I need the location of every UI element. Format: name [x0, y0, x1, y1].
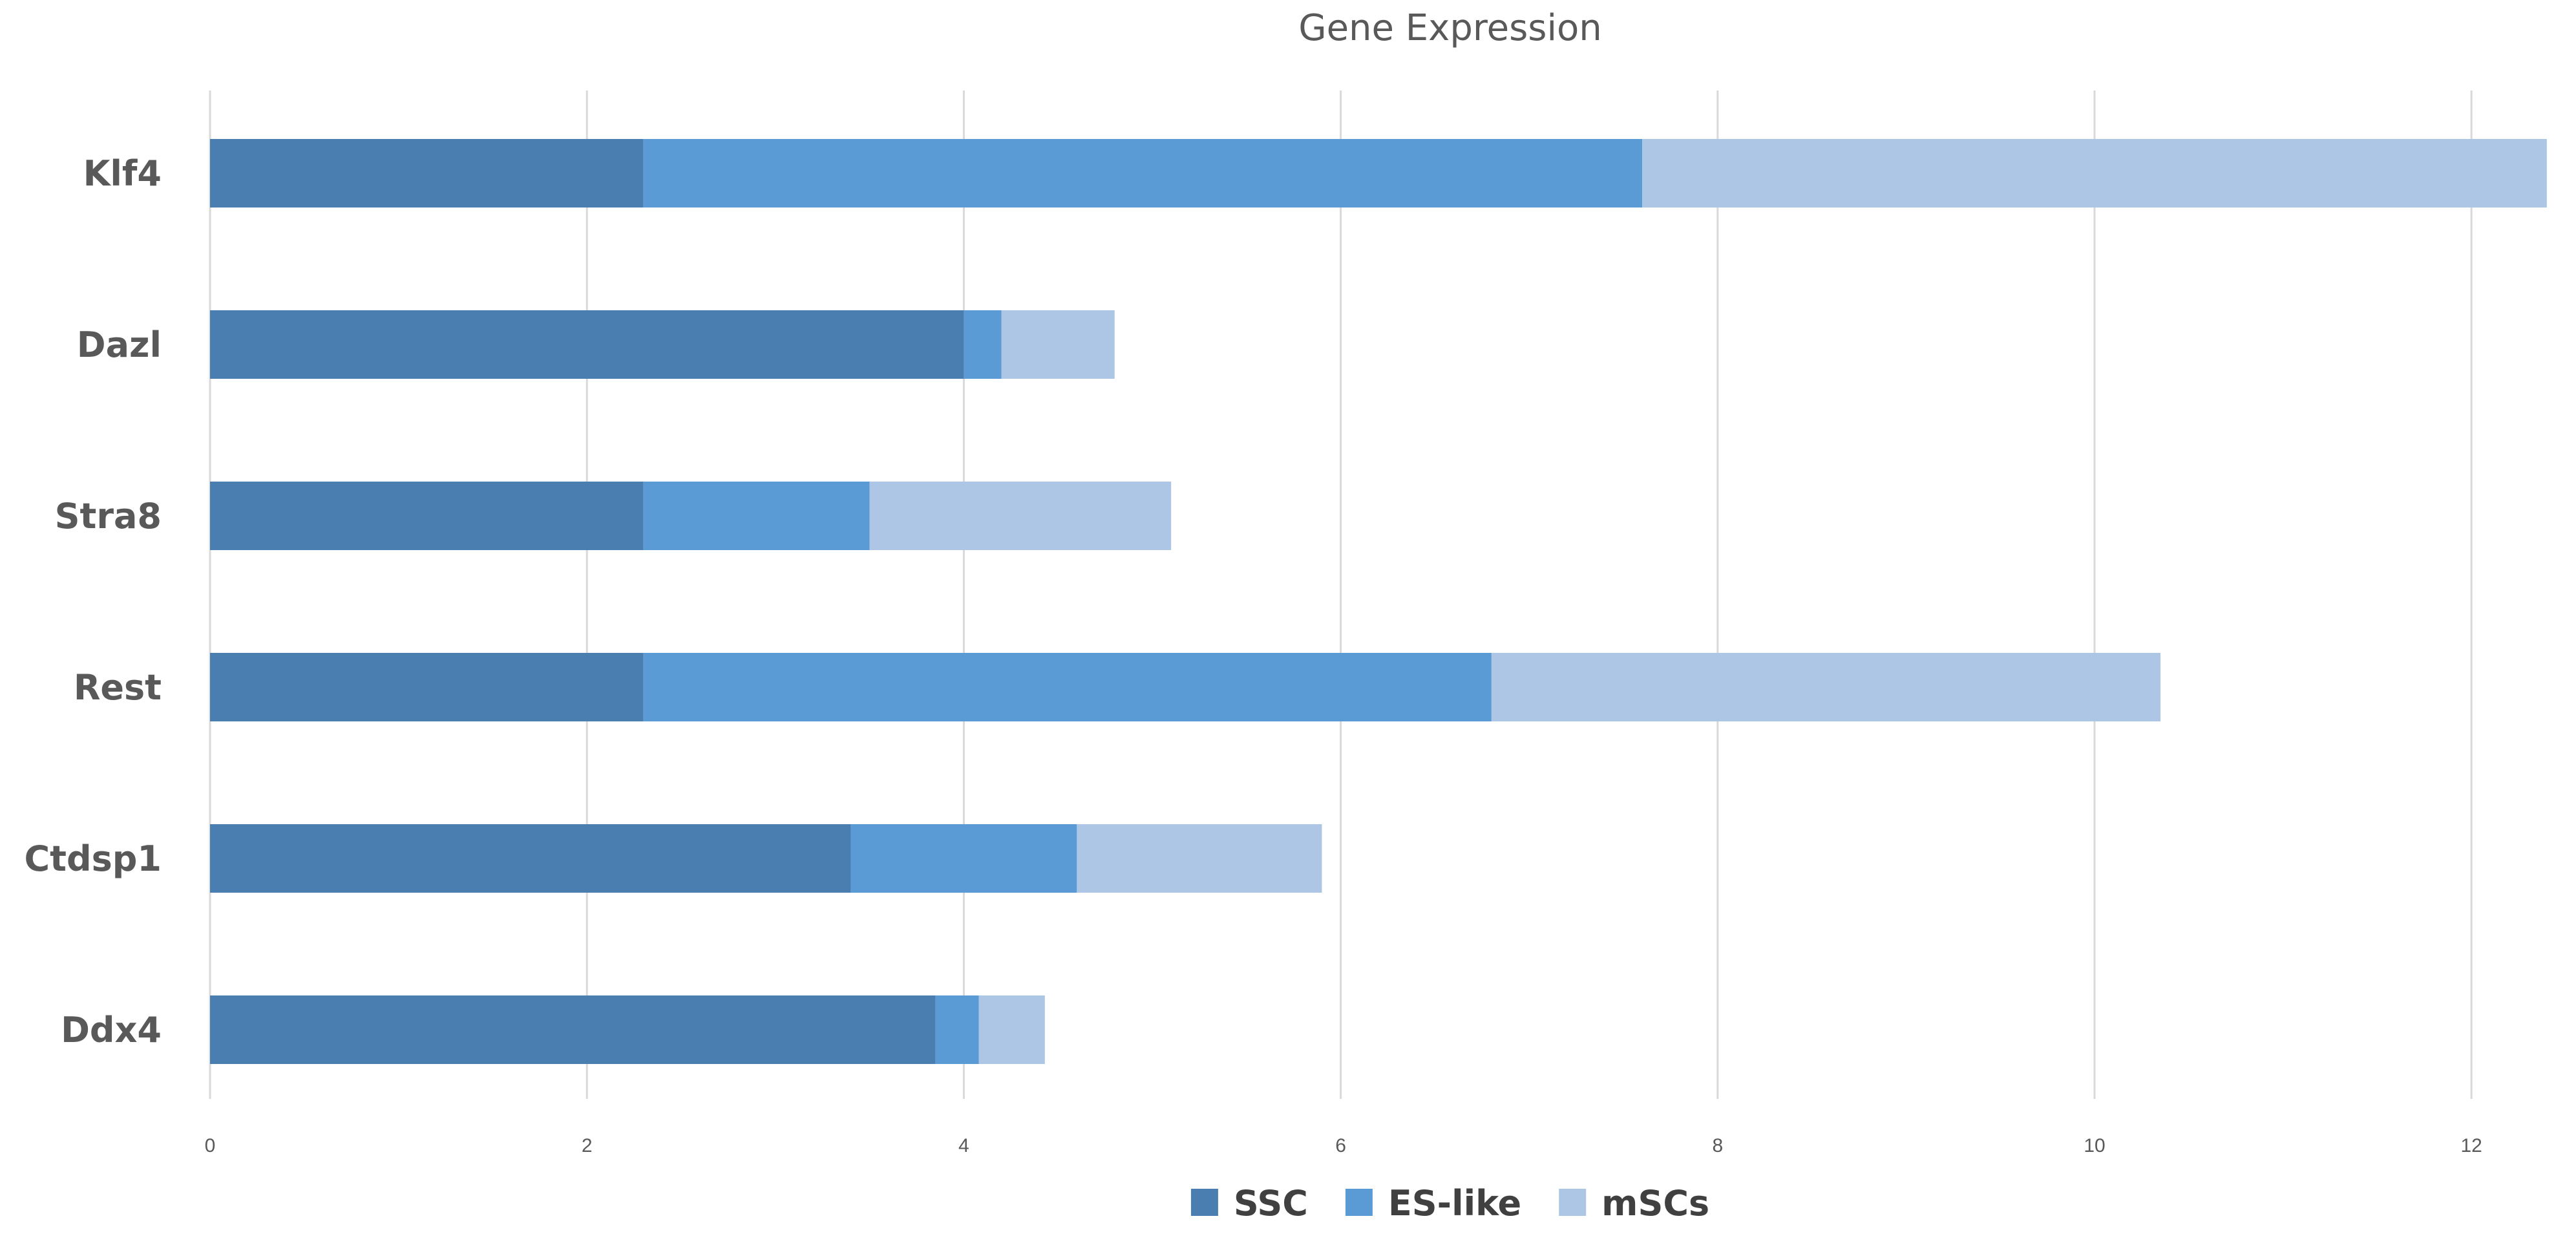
- bar-segment-mscs-klf4: [1642, 139, 2547, 207]
- category-label: Klf4: [83, 153, 162, 194]
- x-tick-label: 6: [1335, 1135, 1346, 1156]
- category-label: Ddx4: [61, 1010, 162, 1050]
- legend-label: SSC: [1234, 1183, 1308, 1224]
- x-tick-label: 4: [958, 1135, 969, 1156]
- legend: SSC ES-like mSCs: [1190, 1183, 1709, 1224]
- legend-item: SSC: [1190, 1183, 1308, 1224]
- bar-segment-es-like-ddx4: [935, 995, 979, 1064]
- legend-swatch: [1190, 1189, 1218, 1216]
- legend-swatch: [1345, 1189, 1373, 1216]
- bar-segment-ssc-ddx4: [210, 995, 936, 1064]
- legend-label: ES-like: [1388, 1183, 1521, 1224]
- gridlines: [209, 90, 2473, 1099]
- legend-item: mSCs: [1559, 1183, 1709, 1224]
- bar-segment-es-like-dazl: [964, 310, 1002, 379]
- bar-segment-mscs-rest: [1491, 653, 2161, 721]
- bar-segment-ssc-stra8: [210, 482, 644, 550]
- legend-label: mSCs: [1601, 1183, 1709, 1224]
- bar-segment-es-like-stra8: [643, 482, 870, 550]
- legend-item: ES-like: [1345, 1183, 1521, 1224]
- category-label: Ctdsp1: [25, 838, 162, 879]
- x-tick-label: 10: [2084, 1135, 2105, 1156]
- category-label: Stra8: [55, 496, 162, 537]
- category-label: Rest: [74, 667, 162, 708]
- x-tick-label: 0: [205, 1135, 216, 1156]
- x-tick-label: 8: [1712, 1135, 1723, 1156]
- bar-segment-es-like-rest: [643, 653, 1492, 721]
- bar-segments: [210, 139, 2547, 1064]
- chart-title: Gene Expression: [1298, 7, 1602, 49]
- bar-segment-ssc-ctdsp1: [210, 824, 851, 893]
- x-tick-label: 12: [2461, 1135, 2482, 1156]
- bar-segment-es-like-ctdsp1: [850, 824, 1077, 893]
- bar-segment-mscs-stra8: [869, 482, 1172, 550]
- category-labels: Klf4 Dazl Stra8 Rest Ctdsp1 Ddx4: [25, 153, 162, 1050]
- bar-segment-ssc-klf4: [210, 139, 644, 207]
- bar-segment-mscs-dazl: [1001, 310, 1115, 379]
- bar-segment-ssc-rest: [210, 653, 644, 721]
- x-axis-tick-labels: 0 2 4 6 8 10 12: [205, 1135, 2482, 1156]
- category-label: Dazl: [77, 324, 162, 365]
- bar-segment-es-like-klf4: [643, 139, 1643, 207]
- bar-segment-mscs-ddx4: [978, 995, 1045, 1064]
- bar-segment-ssc-dazl: [210, 310, 964, 379]
- x-tick-label: 2: [582, 1135, 593, 1156]
- legend-swatch: [1559, 1189, 1587, 1216]
- bar-segment-mscs-ctdsp1: [1077, 824, 1322, 893]
